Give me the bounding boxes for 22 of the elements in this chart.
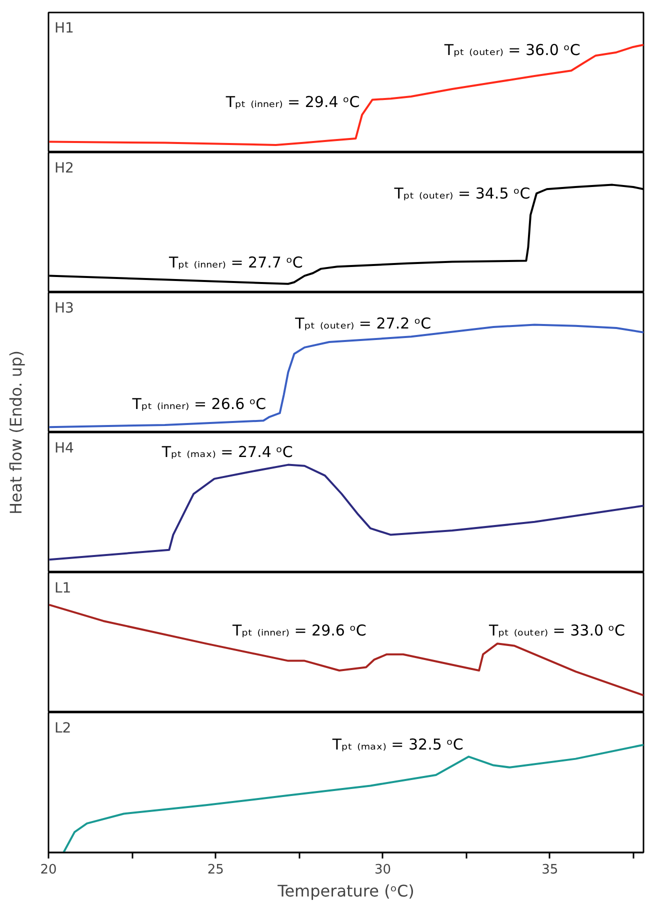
annotation: Tₚₜ ₍ᵢₙₙₑᵣ₎ = 29.4 ᵒC	[224, 92, 360, 111]
chart-title: H2	[54, 160, 74, 176]
y-axis-title: Heat flow (Endo. up)	[6, 350, 26, 514]
annotation: Tₚₜ ₍ᵢₙₙₑᵣ₎ = 27.7 ᵒC	[168, 253, 303, 272]
x-tick-label: 20	[40, 862, 57, 878]
chart-title: H3	[54, 300, 74, 316]
annotation: Tₚₜ ₍ₒᵤₜₑᵣ₎ = 27.2 ᵒC	[294, 314, 432, 333]
x-tick-label: 25	[207, 862, 224, 878]
annotation: Tₚₜ ₍ᵢₙₙₑᵣ₎ = 26.6 ᵒC	[131, 394, 266, 413]
annotation: Tₚₜ ₍ₒᵤₜₑᵣ₎ = 34.5 ᵒC	[393, 184, 530, 202]
chart-title: L1	[54, 580, 72, 596]
annotation: Tₚₜ ₍ᵢₙₙₑᵣ₎ = 29.6 ᵒC	[232, 622, 366, 640]
annotation: Tₚₜ ₍ₘₐₓ₎ = 32.5 ᵒC	[331, 736, 464, 754]
chart-title: L2	[54, 720, 72, 736]
x-axis-title: Temperature (ᵒC)	[276, 882, 414, 900]
x-tick-label: 35	[542, 862, 558, 878]
annotation: Tₚₜ ₍ₘₐₓ₎ = 27.4 ᵒC	[160, 442, 293, 461]
x-tick-label: 30	[374, 862, 392, 878]
chart-title: H4	[54, 440, 74, 456]
annotation: Tₚₜ ₍ₒᵤₜₑᵣ₎ = 33.0 ᵒC	[488, 622, 625, 640]
annotation: Tₚₜ ₍ₒᵤₜₑᵣ₎ = 36.0 ᵒC	[443, 41, 580, 60]
chart-title: H1	[54, 20, 74, 36]
